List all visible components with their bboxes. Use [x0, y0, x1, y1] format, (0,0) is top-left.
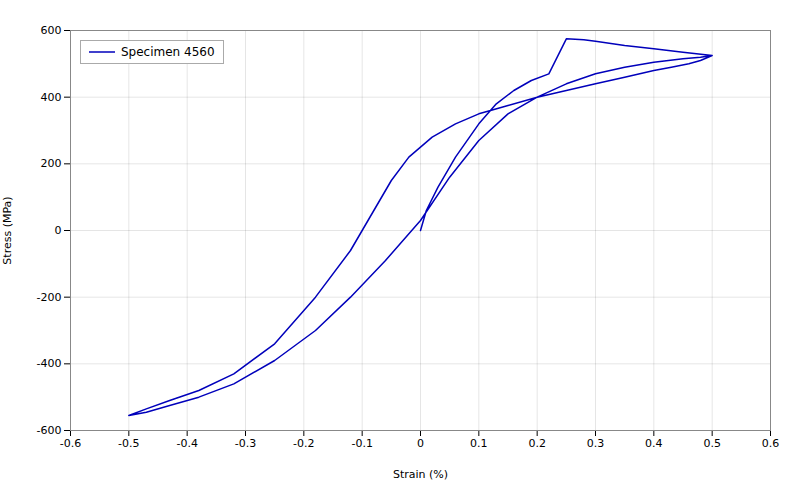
- svg-text:-400: -400: [37, 357, 62, 370]
- svg-text:0.2: 0.2: [528, 437, 546, 450]
- svg-text:400: 400: [41, 91, 62, 104]
- svg-text:-0.4: -0.4: [176, 437, 197, 450]
- svg-text:200: 200: [41, 157, 62, 170]
- svg-text:-0.3: -0.3: [235, 437, 256, 450]
- svg-text:0: 0: [417, 437, 424, 450]
- svg-text:0.5: 0.5: [703, 437, 721, 450]
- svg-text:0.6: 0.6: [762, 437, 780, 450]
- svg-text:-0.6: -0.6: [60, 437, 81, 450]
- svg-text:0.1: 0.1: [470, 437, 488, 450]
- svg-text:-0.1: -0.1: [351, 437, 372, 450]
- svg-text:Stress (MPa): Stress (MPa): [1, 196, 14, 264]
- html-text:Specimen 4560: Specimen 4560: [121, 45, 215, 59]
- svg-text:0.3: 0.3: [587, 437, 605, 450]
- svg-text:600: 600: [41, 24, 62, 37]
- svg-text:-600: -600: [37, 424, 62, 437]
- svg-text:-0.5: -0.5: [118, 437, 139, 450]
- svg-text:0: 0: [55, 224, 62, 237]
- svg-text:0.4: 0.4: [645, 437, 663, 450]
- svg-text:-0.2: -0.2: [293, 437, 314, 450]
- svg-text:-200: -200: [37, 291, 62, 304]
- svg-text:Strain (%): Strain (%): [393, 468, 448, 481]
